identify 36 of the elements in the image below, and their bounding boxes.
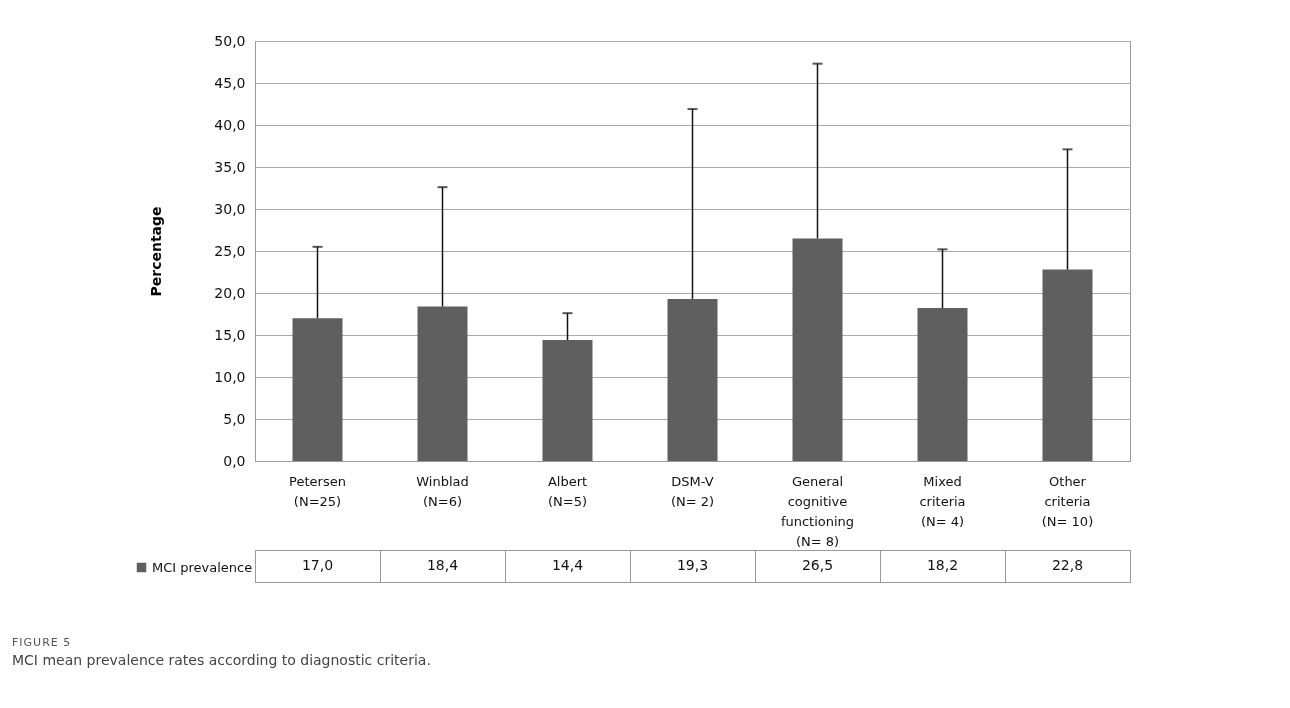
bar (667, 298, 718, 461)
bar (1042, 269, 1093, 461)
y-tick-label: 35,0 (214, 158, 246, 175)
text: 22,8 (1051, 557, 1084, 573)
y-tick-label: 50,0 (214, 32, 246, 49)
x-tick-label: Petersen (N=25) (289, 473, 346, 509)
y-tick-label: 5,0 (223, 410, 246, 427)
bar (417, 306, 468, 461)
y-axis-title: Percentage (148, 206, 165, 297)
x-tick-label: Other criteria (N= 10) (1041, 473, 1094, 529)
y-tick-label: 15,0 (214, 326, 246, 343)
y-tick-label: 25,0 (214, 242, 246, 259)
bar (917, 308, 968, 461)
y-tick-label: 0,0 (223, 452, 246, 469)
text: 18,4 (426, 557, 459, 573)
bar (792, 238, 843, 461)
x-tick-label: DSM-V (N= 2) (670, 473, 715, 509)
y-tick-label: 10,0 (214, 368, 246, 385)
text: MCI mean prevalence rates according to diagnostic criteria. (12, 652, 431, 668)
legend-label: MCI prevalence (152, 559, 253, 575)
bar (292, 318, 343, 461)
text: 19,3 (676, 557, 709, 573)
y-tick-label: 20,0 (214, 284, 246, 301)
y-tick-label: 45,0 (214, 74, 246, 91)
y-tick-label: 30,0 (214, 200, 246, 217)
x-tick-label: Albert (N=5) (547, 473, 588, 509)
text: 18,2 (926, 557, 959, 573)
y-tick-label: 40,0 (214, 116, 246, 133)
x-tick-label: Mixed criteria (N= 4) (919, 473, 966, 529)
bar (542, 340, 593, 461)
caption: FIGURE 5 (12, 636, 73, 649)
text: 26,5 (801, 557, 834, 573)
text: 17,0 (301, 557, 334, 573)
x-tick-label: Winblad (N=6) (416, 473, 469, 509)
x-tick-label: General cognitive functioning (N= 8) (780, 473, 855, 549)
text: 14,4 (551, 557, 584, 573)
